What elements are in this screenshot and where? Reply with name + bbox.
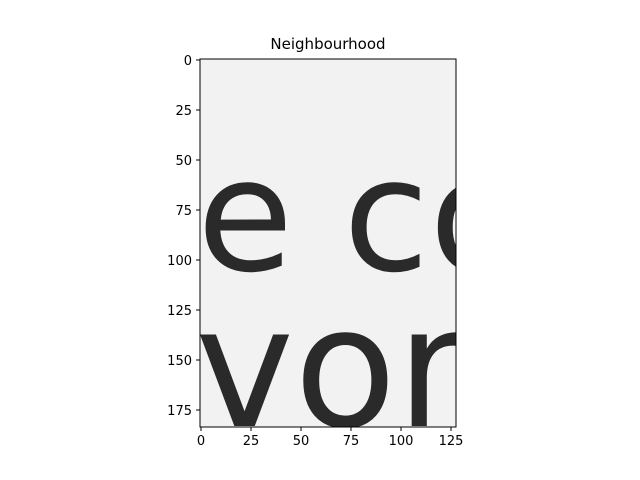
y-tick-label: 100: [167, 254, 192, 269]
y-tick-label: 25: [175, 104, 192, 119]
y-axis: 0 25 50 75 100 125 150 175: [167, 54, 200, 419]
x-tick-label: 25: [243, 434, 260, 449]
y-tick-label: 125: [167, 304, 192, 319]
y-tick-label: 50: [175, 154, 192, 169]
x-tick-label: 0: [197, 434, 205, 449]
y-tick-label: 150: [167, 354, 192, 369]
axes-frame: [199, 58, 457, 428]
y-tick-label: 75: [175, 204, 192, 219]
image-text-fragment: e cos: [197, 125, 607, 307]
x-axis: 0 25 50 75 100 125: [197, 427, 464, 449]
x-tick-label: 125: [439, 434, 464, 449]
x-tick-label: 50: [293, 434, 310, 449]
image-background: [200, 59, 456, 427]
x-tick-label: 75: [343, 434, 360, 449]
x-tick-label: 100: [389, 434, 414, 449]
chart-title: Neighbourhood: [270, 35, 385, 53]
image-text-fragment: vorke: [195, 272, 640, 466]
y-tick-label: 0: [184, 54, 192, 69]
y-tick-label: 175: [167, 404, 192, 419]
